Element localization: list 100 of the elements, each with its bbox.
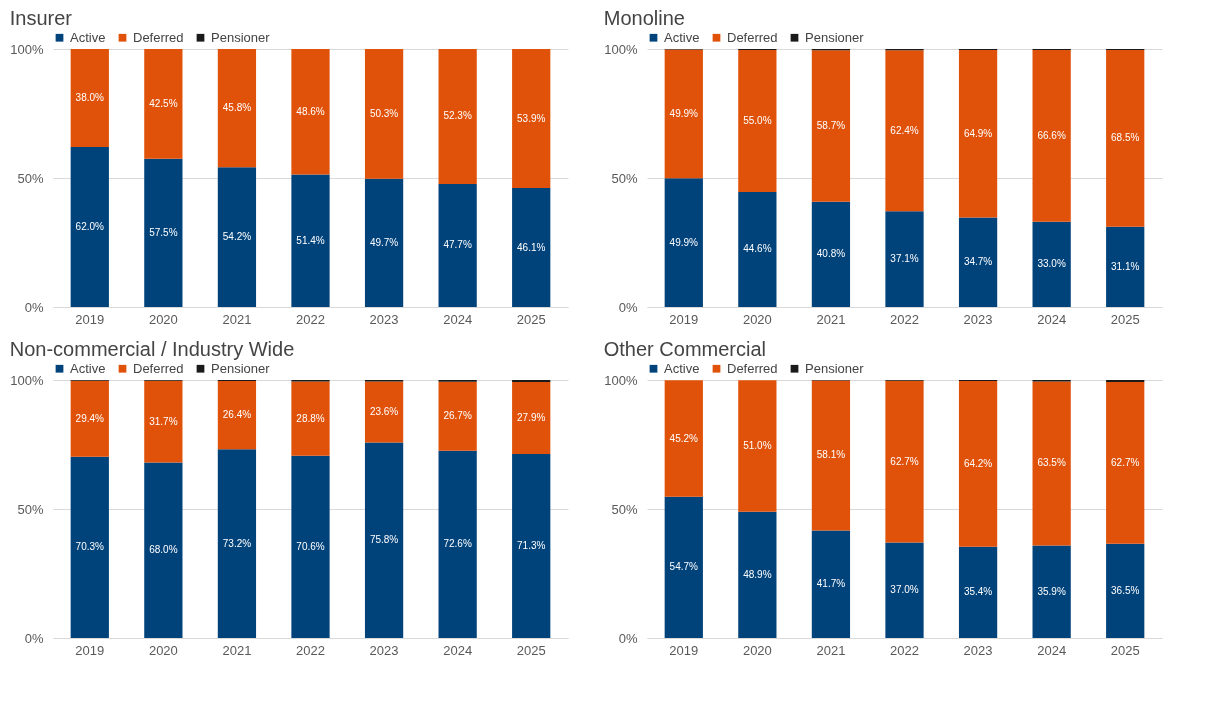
data-label: 73.2% <box>222 537 252 549</box>
x-tick-label: 2025 <box>516 642 546 658</box>
data-label: 29.4% <box>75 412 105 424</box>
bar <box>512 382 551 455</box>
x-tick-label: 2024 <box>443 642 473 658</box>
data-label: 51.4% <box>296 234 325 246</box>
data-label: 70.6% <box>296 540 325 552</box>
x-tick-label: 2020 <box>148 642 178 658</box>
data-label: 41.7% <box>816 578 846 590</box>
data-label: 53.9% <box>517 112 546 124</box>
legend-label: Pensioner <box>211 360 271 376</box>
bar <box>1032 381 1071 546</box>
data-label: 72.6% <box>443 538 472 550</box>
bar <box>885 542 924 638</box>
legend-label: Deferred <box>133 29 184 45</box>
data-label: 48.6% <box>296 105 325 117</box>
bar <box>811 50 851 202</box>
x-tick-label: 2022 <box>296 642 325 658</box>
data-label: 58.1% <box>816 449 846 461</box>
bar <box>1106 380 1145 383</box>
chart-title: Insurer <box>9 7 73 29</box>
bar <box>738 380 777 512</box>
data-label: 49.9% <box>669 236 699 248</box>
y-tick-label: 0% <box>24 630 44 646</box>
legend-label: Deferred <box>727 29 778 45</box>
bar <box>438 183 477 307</box>
bar <box>664 496 703 638</box>
bar <box>885 380 924 543</box>
chart-title: Monoline <box>603 7 685 29</box>
y-tick-label: 50% <box>611 170 638 186</box>
data-label: 45.2% <box>669 432 699 444</box>
bar <box>738 50 777 192</box>
data-label: 54.2% <box>222 231 252 243</box>
data-label: 64.9% <box>963 127 993 139</box>
x-tick-label: 2024 <box>1037 642 1067 658</box>
data-label: 28.8% <box>296 412 325 424</box>
data-label: 27.9% <box>517 412 546 424</box>
data-label: 68.0% <box>149 544 178 556</box>
x-tick-label: 2020 <box>742 311 772 327</box>
data-label: 55.0% <box>743 114 772 126</box>
data-label: 40.8% <box>816 248 846 260</box>
bar <box>1106 382 1145 544</box>
x-tick-label: 2023 <box>369 642 399 658</box>
legend-label: Active <box>664 360 700 376</box>
data-label: 47.7% <box>443 239 472 251</box>
data-label: 50.3% <box>369 107 399 119</box>
bar <box>811 530 851 638</box>
x-tick-label: 2021 <box>816 311 846 327</box>
data-label: 54.7% <box>669 561 699 573</box>
legend-label: Active <box>70 29 106 45</box>
data-label: 34.7% <box>963 256 993 268</box>
y-tick-label: 50% <box>17 170 44 186</box>
bar <box>664 380 703 497</box>
bar <box>438 49 477 184</box>
y-tick-label: 100% <box>10 41 44 57</box>
x-tick-label: 2019 <box>669 642 699 658</box>
data-label: 58.7% <box>816 120 846 132</box>
x-tick-label: 2021 <box>222 642 252 658</box>
bar <box>811 380 851 531</box>
bar <box>958 217 998 307</box>
bar <box>438 450 477 638</box>
data-label: 51.0% <box>743 440 772 452</box>
x-tick-label: 2020 <box>742 642 772 658</box>
legend-label: Active <box>70 360 106 376</box>
data-label: 49.7% <box>369 236 399 248</box>
bar <box>512 454 551 638</box>
x-tick-label: 2023 <box>369 311 399 327</box>
x-tick-label: 2022 <box>890 642 919 658</box>
data-label: 37.1% <box>890 253 919 265</box>
bar <box>217 449 257 638</box>
bar <box>70 49 109 148</box>
bar <box>811 201 851 307</box>
y-tick-label: 0% <box>24 299 44 315</box>
x-tick-label: 2019 <box>669 311 699 327</box>
bar <box>438 381 477 451</box>
data-label: 71.3% <box>517 540 546 552</box>
x-tick-label: 2023 <box>963 642 993 658</box>
legend-label: Deferred <box>133 360 184 376</box>
data-label: 63.5% <box>1037 457 1066 469</box>
bar <box>512 49 551 189</box>
bar <box>512 188 551 307</box>
bar <box>1106 226 1145 307</box>
bar <box>291 174 330 307</box>
data-label: 26.7% <box>443 410 472 422</box>
bar <box>70 456 109 638</box>
bar <box>364 49 404 179</box>
bar <box>738 191 777 307</box>
legend-label: Pensioner <box>805 360 865 376</box>
data-label: 62.4% <box>890 124 919 136</box>
x-tick-label: 2021 <box>222 311 252 327</box>
bar <box>738 511 777 638</box>
x-tick-label: 2025 <box>1110 642 1140 658</box>
data-label: 35.4% <box>963 586 993 598</box>
bar <box>1032 221 1071 307</box>
x-tick-label: 2024 <box>1037 311 1067 327</box>
x-tick-label: 2025 <box>1110 311 1140 327</box>
chart-title: Non-commercial / Industry Wide <box>9 338 295 360</box>
x-tick-label: 2022 <box>890 311 919 327</box>
bar <box>144 49 183 159</box>
x-tick-label: 2020 <box>148 311 178 327</box>
